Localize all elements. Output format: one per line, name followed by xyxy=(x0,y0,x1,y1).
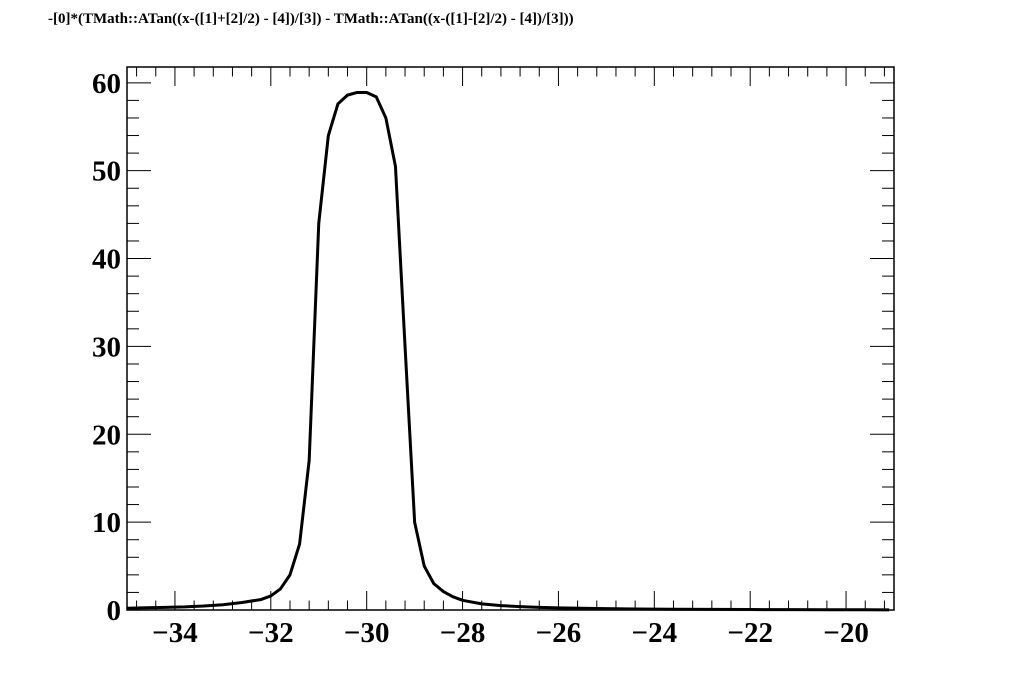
function-curve xyxy=(126,90,890,612)
axis-ticks xyxy=(127,67,894,611)
x-tick-label: −32 xyxy=(248,617,294,649)
x-tick-label: −22 xyxy=(727,617,773,649)
y-tick-label: 60 xyxy=(92,68,121,100)
y-tick-label: 50 xyxy=(92,156,121,188)
tick-labels: −34 −32 −30 −28 −26 −24 −22 −20 0 10 20 30 40 50 60 xyxy=(92,68,869,649)
y-tick-label: 20 xyxy=(92,419,121,451)
y-tick-label: 40 xyxy=(92,244,121,276)
y-tick-label: 0 xyxy=(107,595,122,627)
y-tick-label: 10 xyxy=(92,507,121,539)
curve-layer xyxy=(126,90,890,612)
x-tick-label: −20 xyxy=(823,617,869,649)
x-tick-label: −28 xyxy=(440,617,486,649)
y-tick-label: 30 xyxy=(92,331,121,363)
x-tick-label: −24 xyxy=(632,617,678,649)
x-tick-label: −30 xyxy=(344,617,390,649)
chart-title: -[0]*(TMath::ATan((x-([1]+[2]/2) - [4])/… xyxy=(48,11,574,27)
x-tick-label: −26 xyxy=(536,617,582,649)
plot-frame xyxy=(126,66,895,611)
x-tick-label: −34 xyxy=(152,617,198,649)
